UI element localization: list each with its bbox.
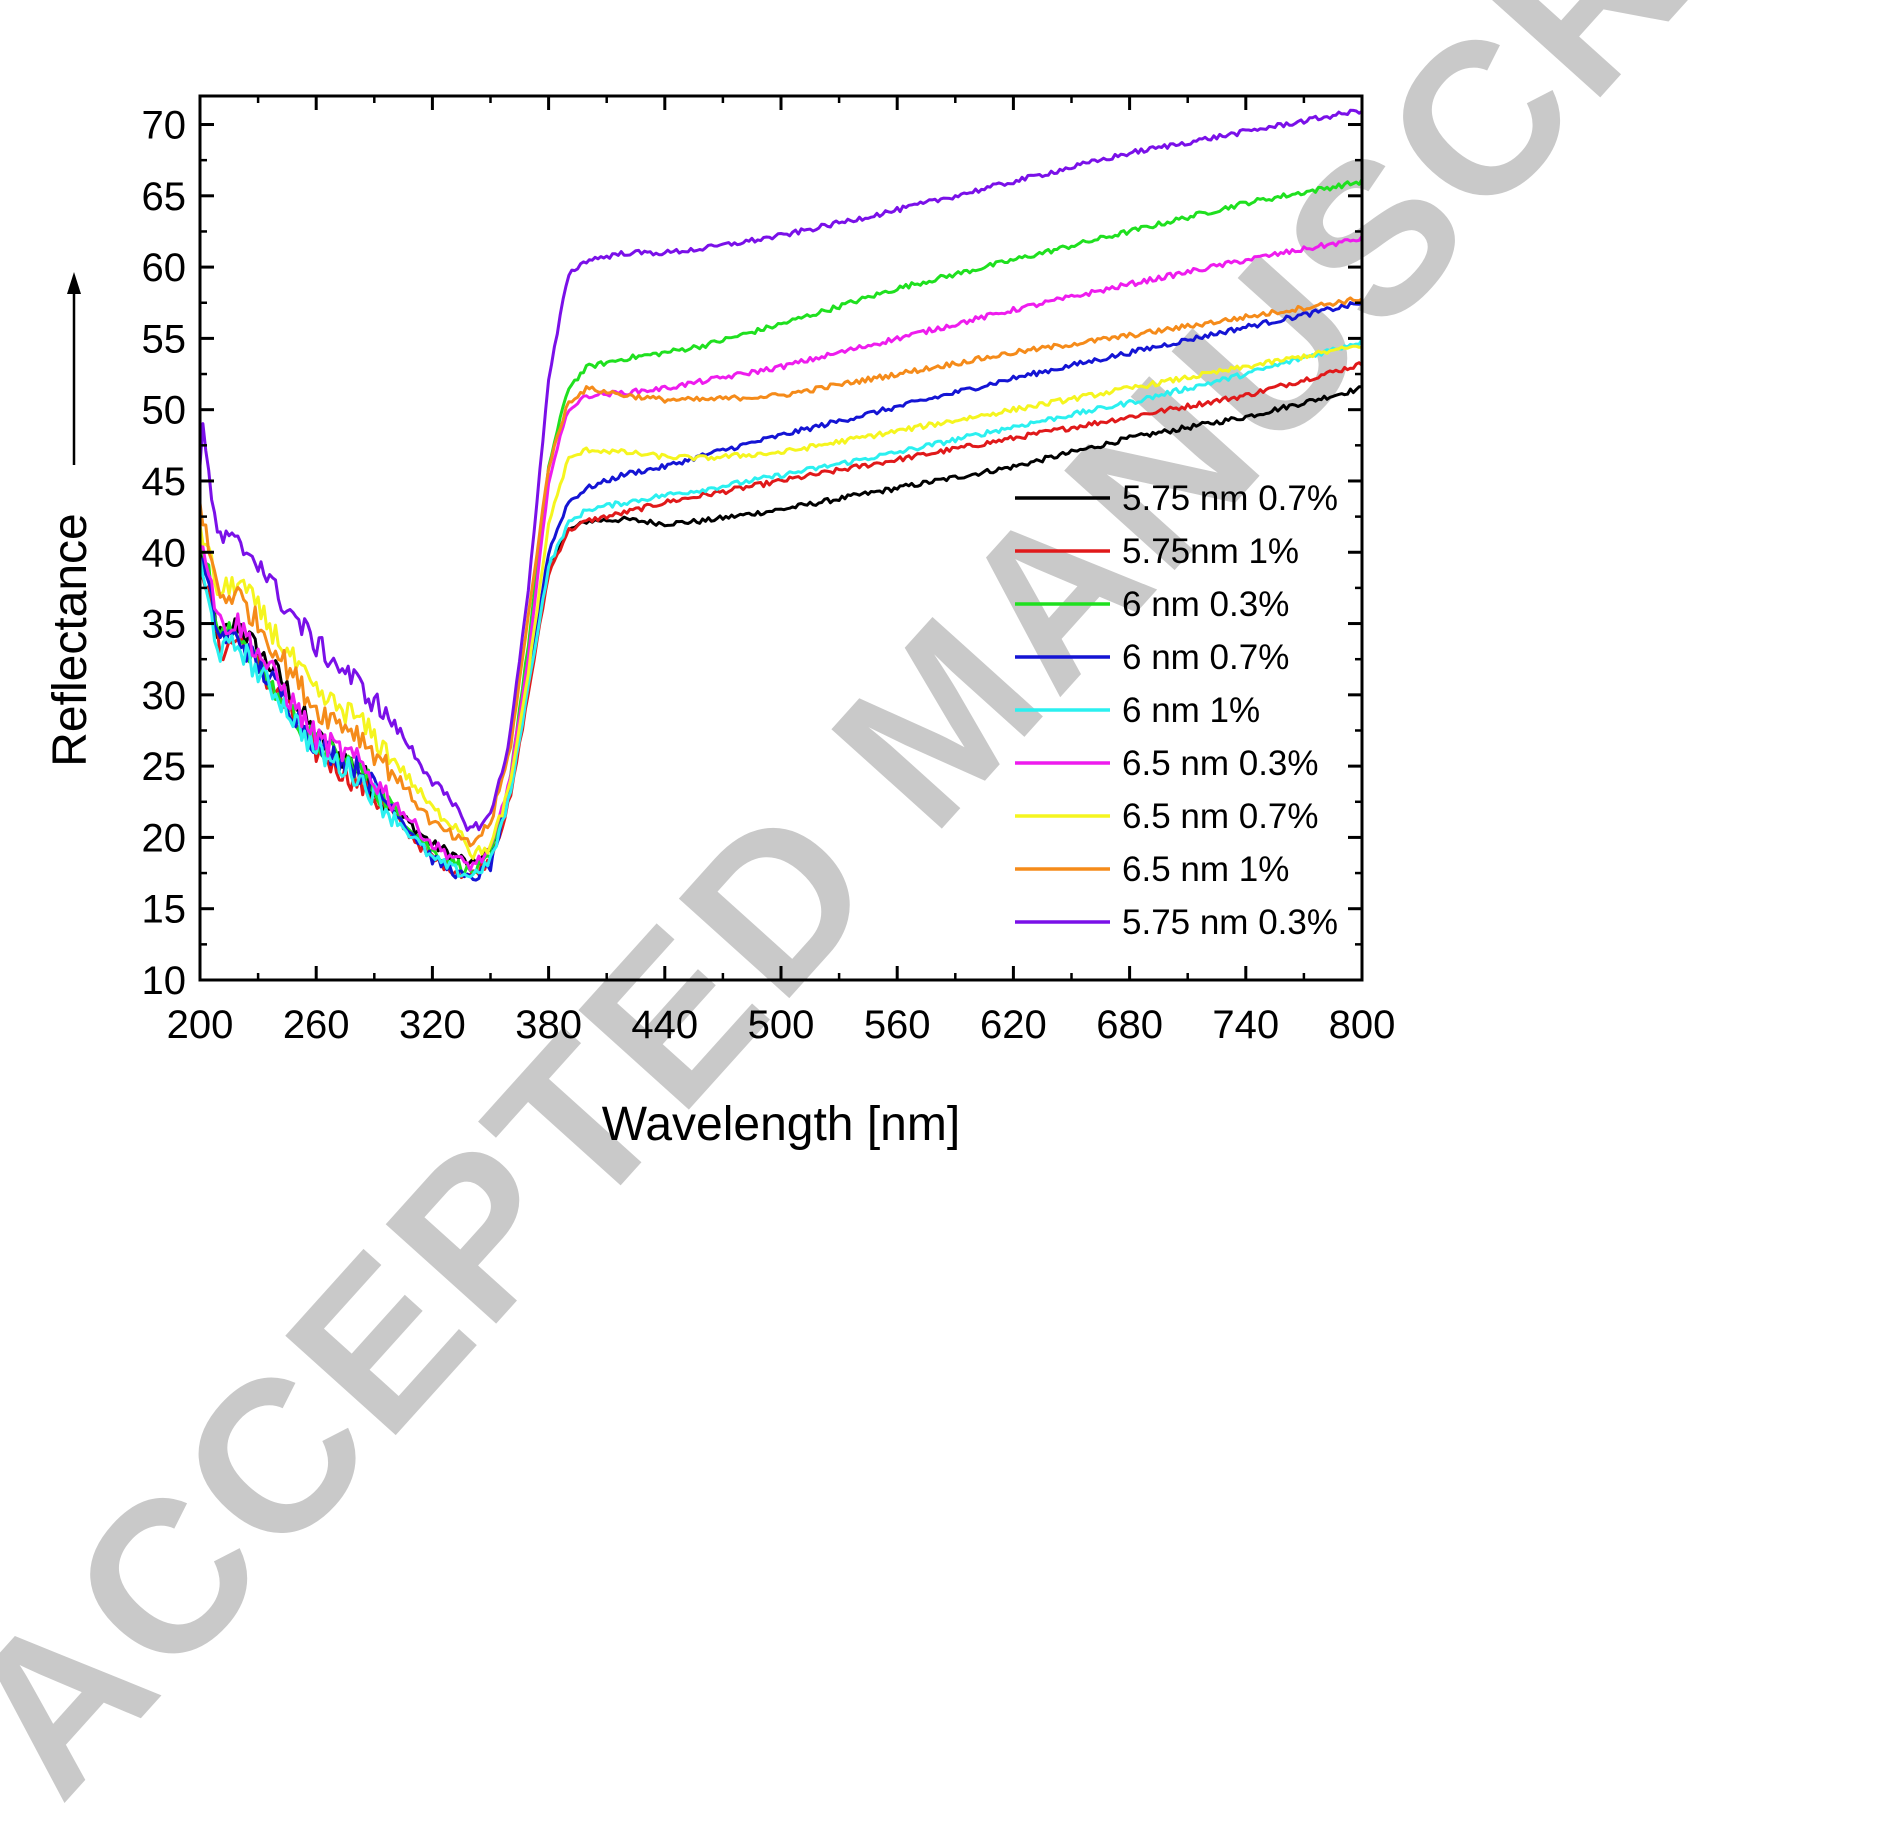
x-tick-label: 260	[283, 1003, 350, 1047]
y-tick-label: 25	[142, 745, 187, 789]
legend: 5.75 nm 0.7% 5.75nm 1% 6 nm 0.3% 6 nm 0.7% 6…	[1015, 479, 1338, 942]
x-tick-label: 320	[399, 1003, 466, 1047]
series-line	[198, 235, 1364, 872]
x-axis-title: Wavelength [nm]	[602, 1098, 960, 1151]
x-tick-label: 500	[748, 1003, 815, 1047]
series-line	[198, 344, 1362, 860]
y-tick-label: 15	[142, 888, 187, 932]
legend-label: 6 nm 0.3%	[1122, 585, 1289, 624]
y-axis-arrow-icon	[67, 272, 81, 465]
legend-label: 6.5 nm 0.7%	[1122, 797, 1319, 836]
x-tick-label: 560	[864, 1003, 931, 1047]
y-tick-label: 70	[142, 104, 187, 148]
legend-label: 6 nm 0.7%	[1122, 638, 1289, 677]
legend-label: 6.5 nm 1%	[1122, 850, 1289, 889]
y-tick-label: 60	[142, 246, 187, 290]
y-tick-label: 45	[142, 460, 187, 504]
x-tick-label: 440	[631, 1003, 698, 1047]
y-axis-title: Reflectance	[44, 513, 97, 766]
y-tick-label: 55	[142, 317, 187, 361]
x-tick-label: 800	[1329, 1003, 1396, 1047]
legend-label: 6 nm 1%	[1122, 691, 1260, 730]
x-tick-label: 380	[515, 1003, 582, 1047]
x-tick-label: 620	[980, 1003, 1047, 1047]
x-tick-label: 680	[1096, 1003, 1163, 1047]
y-tick-label: 20	[142, 816, 187, 860]
reflectance-chart: 200 260 320 380 440 500 560 620 680 740 800 10 15 20 2…	[44, 94, 1396, 1151]
legend-label: 5.75nm 1%	[1122, 532, 1299, 571]
x-tick-label: 200	[167, 1003, 234, 1047]
y-tick-label: 30	[142, 674, 187, 718]
y-tick-label: 65	[142, 175, 187, 219]
y-tick-label: 50	[142, 389, 187, 433]
series-line	[198, 296, 1363, 848]
legend-label: 5.75 nm 0.7%	[1122, 479, 1338, 518]
series-layer	[198, 108, 1364, 882]
y-tick-label: 40	[142, 531, 187, 575]
legend-label: 6.5 nm 0.3%	[1122, 744, 1319, 783]
series-line	[198, 338, 1364, 879]
y-tick-label: 10	[142, 959, 187, 1003]
legend-label: 5.75 nm 0.3%	[1122, 903, 1338, 942]
x-tick-label: 740	[1212, 1003, 1279, 1047]
y-tick-label: 35	[142, 603, 187, 647]
axis-ticks: 200 260 320 380 440 500 560 620 680 740 800 10 15 20 2…	[142, 96, 1396, 1047]
series-line	[198, 108, 1363, 832]
